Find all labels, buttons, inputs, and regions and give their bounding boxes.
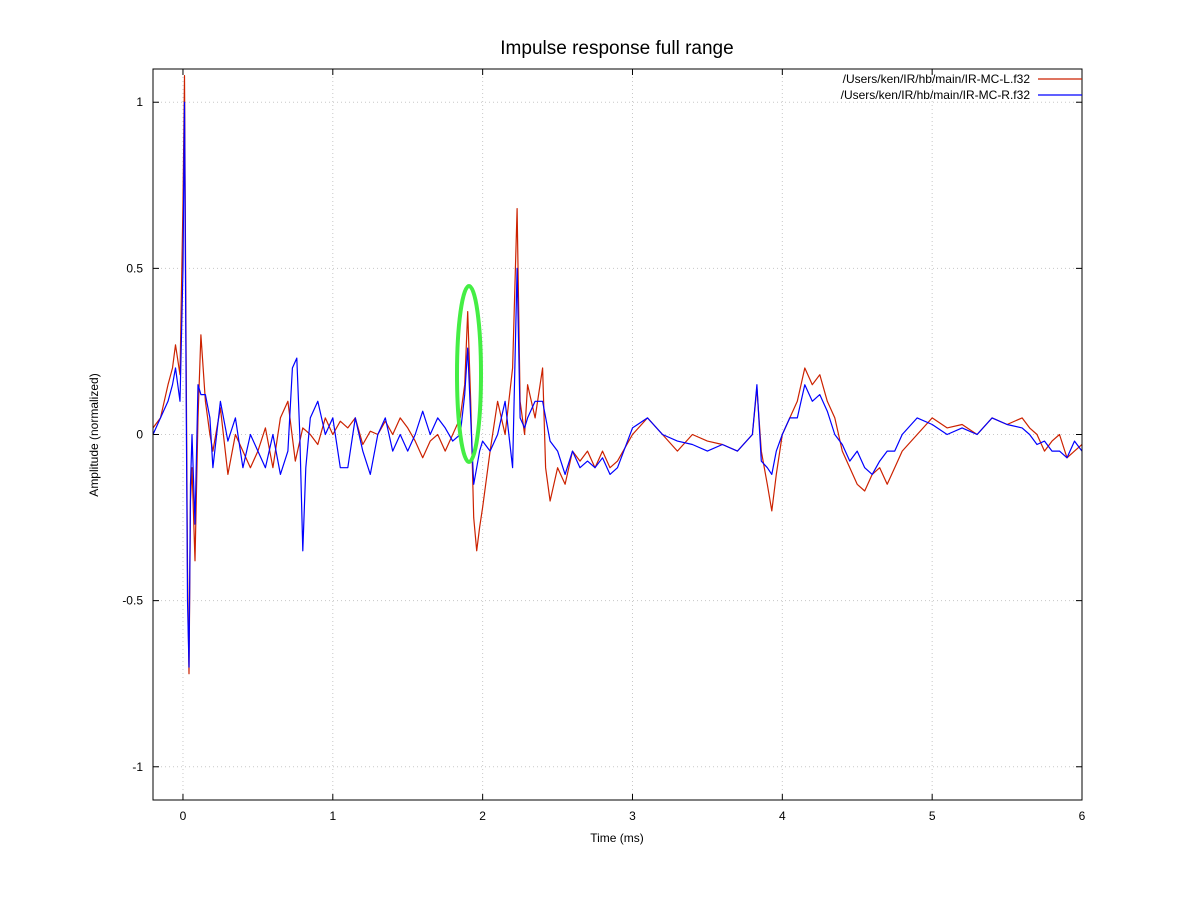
- x-tick-label: 4: [779, 809, 786, 823]
- x-tick-label: 2: [479, 809, 486, 823]
- x-tick-label: 1: [329, 809, 336, 823]
- y-tick-label: 0.5: [126, 261, 143, 275]
- series-line-left: [153, 74, 1082, 675]
- legend-label-right: /Users/ken/IR/hb/main/IR-MC-R.f32: [841, 88, 1031, 102]
- y-axis-label: Amplitude (normalized): [87, 373, 101, 496]
- legend-label-left: /Users/ken/IR/hb/main/IR-MC-L.f32: [843, 72, 1031, 86]
- x-tick-label: 5: [929, 809, 936, 823]
- y-tick-label: 1: [136, 95, 143, 109]
- x-tick-label: 3: [629, 809, 636, 823]
- y-tick-label: -0.5: [122, 594, 143, 608]
- x-tick-label: 0: [180, 809, 187, 823]
- chart-title: Impulse response full range: [500, 38, 733, 59]
- x-tick-label: 6: [1079, 809, 1086, 823]
- grid-lines: [153, 69, 1083, 800]
- x-axis-ticks: 0 1 2 3 4 5 6: [180, 69, 1086, 823]
- series-line-right: [153, 101, 1082, 668]
- series-group: [153, 74, 1082, 675]
- y-tick-label: -1: [132, 760, 143, 774]
- highlight-ellipse: [455, 284, 483, 464]
- legend: /Users/ken/IR/hb/main/IR-MC-L.f32/Users/…: [841, 72, 1082, 102]
- y-axis-ticks: 1 0.5 0 -0.5 -1: [122, 95, 1082, 774]
- y-tick-label: 0: [136, 428, 143, 442]
- x-axis-label: Time (ms): [590, 831, 644, 845]
